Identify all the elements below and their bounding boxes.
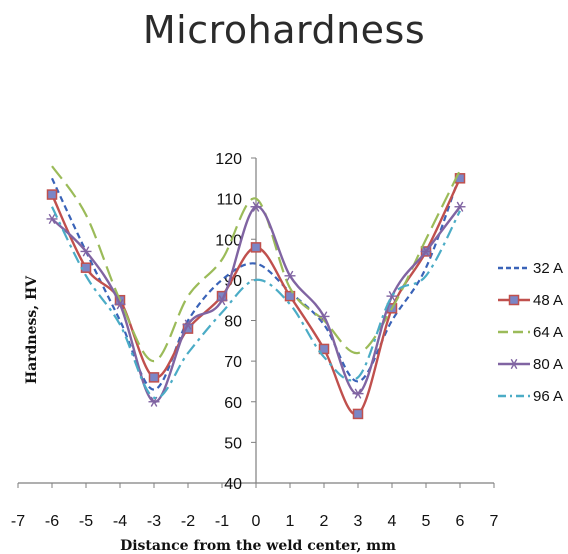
x-tick-label: -4 bbox=[113, 513, 127, 530]
data-point-80-a bbox=[80, 246, 92, 257]
data-point-80-a bbox=[284, 270, 296, 281]
y-tick-label: 50 bbox=[224, 435, 242, 452]
data-point-48-a bbox=[284, 290, 296, 302]
y-tick-label: 110 bbox=[216, 192, 242, 209]
x-tick-label: -3 bbox=[147, 513, 161, 530]
x-tick-label: 0 bbox=[252, 513, 261, 530]
legend-marker-48-a bbox=[508, 294, 520, 306]
data-point-80-a bbox=[182, 319, 194, 330]
x-tick-label: -2 bbox=[181, 513, 195, 530]
y-tick-label: 70 bbox=[224, 354, 242, 371]
legend-label-64-a: 64 A bbox=[533, 324, 563, 341]
data-point-48-a bbox=[148, 372, 160, 383]
data-point-48-a bbox=[318, 343, 330, 355]
y-tick-label: 120 bbox=[215, 151, 242, 168]
legend-label-80-a: 80 A bbox=[533, 356, 563, 373]
legend-marker-80-a bbox=[508, 358, 520, 370]
y-axis-title: Hardness, HV bbox=[24, 275, 40, 384]
x-tick-label: -1 bbox=[215, 513, 229, 530]
x-tick-label: 3 bbox=[354, 513, 363, 530]
page-title: Microhardness bbox=[142, 8, 426, 52]
legend-label-48-a: 48 A bbox=[533, 292, 563, 309]
data-point-80-a bbox=[454, 201, 466, 212]
x-tick-label: 1 bbox=[286, 513, 295, 530]
x-tick-label: 7 bbox=[490, 513, 499, 530]
x-tick-label: -7 bbox=[11, 513, 25, 530]
y-tick-label: 40 bbox=[224, 476, 242, 493]
y-tick-label: 80 bbox=[224, 314, 242, 331]
x-tick-label: 5 bbox=[422, 513, 431, 530]
x-tick-label: -5 bbox=[79, 513, 93, 530]
x-axis-title: Distance from the weld center, mm bbox=[120, 538, 396, 554]
data-point-48-a bbox=[352, 408, 364, 420]
data-point-80-a bbox=[250, 201, 262, 212]
data-point-80-a bbox=[46, 213, 58, 225]
data-point-48-a bbox=[250, 242, 262, 253]
x-tick-label: 6 bbox=[456, 513, 465, 530]
data-point-80-a bbox=[318, 311, 330, 322]
data-point-80-a bbox=[420, 246, 432, 257]
series-line-96-a bbox=[51, 206, 461, 399]
data-point-48-a bbox=[46, 189, 58, 200]
data-point-48-a bbox=[80, 262, 92, 273]
data-point-80-a bbox=[216, 295, 228, 306]
data-point-80-a bbox=[114, 299, 126, 310]
y-tick-label: 100 bbox=[215, 232, 242, 249]
data-point-80-a bbox=[352, 388, 364, 399]
legend-label-32-a: 32 A bbox=[533, 260, 563, 277]
y-tick-label: 60 bbox=[224, 395, 242, 412]
x-tick-label: 2 bbox=[320, 513, 329, 530]
series-line-64-a bbox=[51, 165, 461, 363]
x-tick-label: -6 bbox=[45, 513, 59, 530]
legend-label-96-a: 96 A bbox=[533, 388, 563, 405]
x-tick-label: 4 bbox=[388, 513, 397, 530]
